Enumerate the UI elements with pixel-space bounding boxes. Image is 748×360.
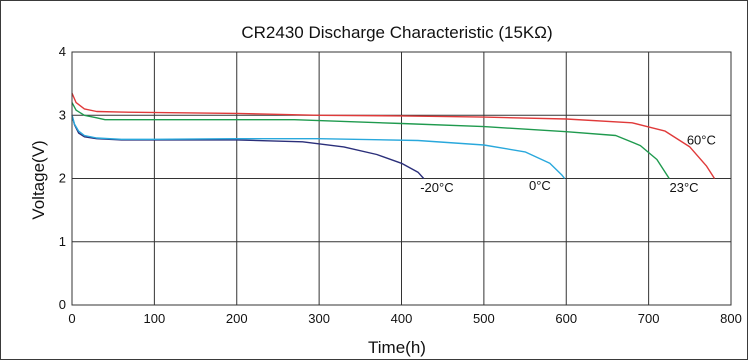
plot-area-border bbox=[71, 51, 732, 306]
y-tick-label: 1 bbox=[59, 234, 66, 249]
x-tick-label: 200 bbox=[226, 311, 248, 326]
series-annotation: 0°C bbox=[529, 178, 551, 193]
series-annotations: -20°C 0°C 23°C 60°C bbox=[420, 133, 716, 195]
x-tick-labels: 0 100 200 300 400 500 600 700 800 bbox=[68, 311, 741, 326]
y-tick-label: 3 bbox=[59, 107, 66, 122]
chart-title: CR2430 Discharge Characteristic (15KΩ) bbox=[241, 23, 552, 42]
series-annotation: 23°C bbox=[670, 180, 699, 195]
x-tick-label: 700 bbox=[638, 311, 660, 326]
x-tick-label: 600 bbox=[555, 311, 577, 326]
x-axis-label: Time(h) bbox=[368, 338, 426, 357]
x-tick-label: 400 bbox=[391, 311, 413, 326]
y-tick-label: 4 bbox=[59, 44, 66, 59]
series-line bbox=[71, 102, 670, 179]
x-tick-label: 800 bbox=[720, 311, 742, 326]
series-lines bbox=[71, 92, 716, 179]
series-annotation: -20°C bbox=[420, 180, 453, 195]
series-line bbox=[71, 115, 425, 179]
series-annotation: 60°C bbox=[687, 133, 716, 148]
x-tick-label: 100 bbox=[144, 311, 166, 326]
series-line bbox=[71, 92, 716, 179]
series-line bbox=[71, 115, 566, 179]
x-tick-label: 500 bbox=[473, 311, 495, 326]
grid bbox=[72, 52, 731, 305]
y-tick-label: 0 bbox=[59, 297, 66, 312]
y-tick-label: 2 bbox=[59, 171, 66, 186]
y-axis-label: Voltage(V) bbox=[29, 140, 48, 219]
x-tick-label: 300 bbox=[308, 311, 330, 326]
x-tick-label: 0 bbox=[68, 311, 75, 326]
y-tick-labels: 0 1 2 3 4 bbox=[59, 44, 66, 312]
